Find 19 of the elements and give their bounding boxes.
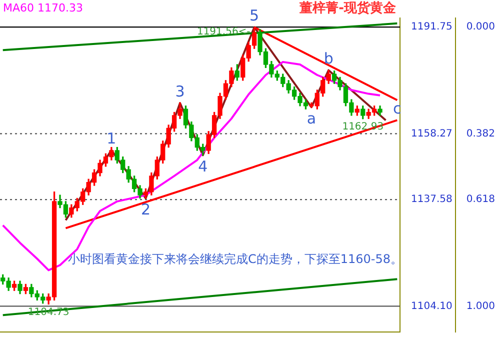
text: MA60 1170.33 <box>3 1 83 14</box>
y2-tick-label: 0.000 <box>466 22 496 33</box>
y2-tick-label: 0.382 <box>466 128 496 140</box>
y-tick-label: 1191.75 <box>411 22 452 33</box>
text: 1191.56<- <box>196 26 250 38</box>
y2-tick-label: 0.618 <box>466 194 496 206</box>
annotation: b <box>324 50 334 68</box>
y2-tick-label: 1.000 <box>466 300 496 312</box>
chart-title: 董梓菁-现货黄金 <box>298 0 398 16</box>
annotation: 2 <box>140 200 150 219</box>
annotation: 4 <box>198 158 208 176</box>
y-tick-label: 1137.58 <box>411 194 452 206</box>
annotation: a <box>306 110 316 128</box>
annotation: 5 <box>250 6 260 25</box>
annotation: 1 <box>106 130 116 148</box>
annotation: 3 <box>175 82 185 100</box>
y-tick-label: 1104.10 <box>411 300 452 312</box>
y-tick-label: 1158.27 <box>411 128 452 140</box>
annotation: 小时图看黄金接下来将会继续完成C的走势，下探至1160-58。 <box>68 252 403 266</box>
